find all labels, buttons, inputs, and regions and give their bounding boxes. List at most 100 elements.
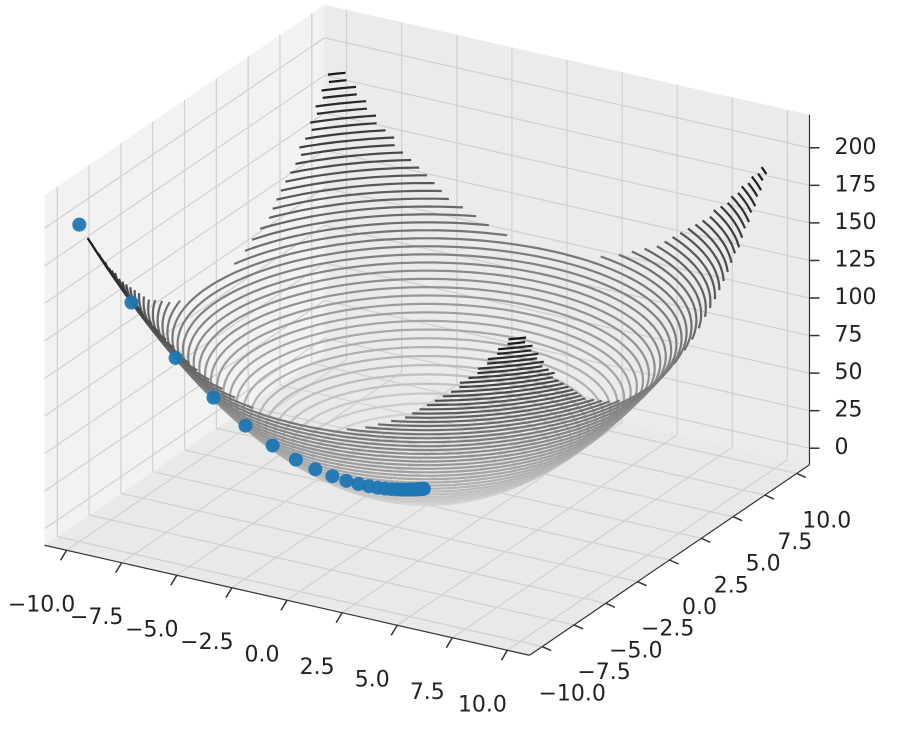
contour-line	[161, 221, 693, 432]
contour-line	[129, 166, 725, 402]
x-tick	[335, 612, 343, 624]
contour-line	[137, 182, 717, 411]
contour-line	[171, 237, 683, 440]
contour-line	[228, 319, 626, 477]
grid-line	[44, 112, 325, 304]
contour-line	[90, 79, 764, 346]
axis-line	[529, 464, 810, 656]
scatter-point	[339, 473, 354, 488]
z-tick-label: 100	[834, 285, 876, 310]
contour-line	[198, 277, 656, 459]
contour-line	[222, 311, 632, 474]
contour-line	[235, 328, 619, 481]
x-tick-label: −10.0	[8, 592, 75, 617]
grid-line	[44, 300, 325, 492]
z-tick-label: 175	[834, 172, 876, 197]
contour-line	[215, 302, 639, 470]
scatter-point	[351, 476, 366, 491]
grid-line	[324, 74, 810, 186]
y-tick-label: −5.0	[609, 638, 662, 663]
contour-line	[133, 174, 721, 407]
y-tick-label: 7.5	[777, 530, 812, 555]
grid-line	[44, 37, 325, 229]
y-tick-label: 5.0	[746, 552, 781, 577]
contour-line	[181, 253, 673, 448]
grid-line	[57, 536, 543, 648]
x-tick-label: 0.0	[245, 642, 280, 667]
x-tick-label: 7.5	[410, 680, 445, 705]
x-tick-label: −7.5	[70, 605, 123, 630]
grid-line	[120, 492, 606, 604]
y-tick	[796, 472, 807, 479]
y-tick	[732, 516, 743, 522]
y-tick-label: −10.0	[538, 682, 605, 707]
y-tick-label: 0.0	[682, 595, 717, 620]
contour-line	[107, 122, 747, 375]
contour-line	[176, 245, 678, 444]
y-tick-label: −2.5	[641, 617, 694, 642]
contour-line	[242, 337, 612, 484]
grid-line	[152, 471, 638, 583]
x-tick	[59, 549, 68, 561]
grid-line	[44, 149, 325, 342]
z-tick-label: 150	[834, 210, 876, 235]
grid-line	[324, 262, 810, 374]
grid-line	[44, 337, 325, 530]
x-tick	[280, 599, 288, 611]
scatter-point	[416, 481, 431, 496]
y-tick	[764, 494, 775, 500]
y-tick	[541, 645, 552, 652]
grid-line	[216, 427, 702, 539]
x-tick	[225, 587, 233, 599]
x-tick-label: −2.5	[180, 630, 233, 655]
x-tick-label: 5.0	[355, 667, 390, 692]
contour-line	[103, 114, 751, 370]
y-tick	[700, 537, 711, 544]
contour-line	[117, 144, 737, 389]
contour-line	[113, 136, 741, 384]
x-tick-label: −5.0	[125, 617, 178, 642]
contour-line	[192, 269, 662, 455]
scatter-point	[206, 390, 221, 405]
scatter-point	[124, 295, 139, 310]
grid-line	[44, 74, 325, 267]
x-tick	[170, 574, 178, 586]
contour-line	[151, 205, 703, 423]
contour-line	[110, 129, 744, 380]
grid-line	[279, 384, 766, 496]
contour-line	[281, 382, 573, 499]
x-tick	[500, 649, 509, 661]
contour-line	[142, 189, 712, 415]
axis-line	[44, 544, 530, 656]
contour-line	[187, 261, 667, 452]
grid-line	[88, 514, 575, 626]
scatter-point	[308, 462, 323, 477]
contour-line	[101, 107, 753, 365]
x-tick-label: 10.0	[458, 692, 507, 717]
y-tick	[669, 559, 679, 565]
contour-line	[209, 294, 645, 467]
y-tick-label: −7.5	[577, 660, 630, 685]
y-tick-label: 10.0	[802, 508, 851, 533]
scatter-point	[265, 438, 280, 453]
contour-line	[95, 93, 759, 355]
scatter-point	[72, 217, 87, 232]
y-tick	[637, 580, 647, 587]
z-tick-label: 125	[834, 247, 876, 272]
x-tick-label: 2.5	[300, 655, 335, 680]
z-tick-label: 200	[834, 135, 876, 160]
contour-line	[312, 412, 542, 505]
grid-line	[324, 300, 810, 412]
z-tick-label: 25	[834, 398, 862, 423]
scatter-point	[168, 350, 183, 365]
scatter-point	[288, 452, 303, 467]
scatter-point	[238, 418, 253, 433]
grid-line	[324, 37, 810, 149]
x-tick	[390, 624, 398, 636]
scatter-point	[325, 469, 340, 484]
contour-line	[147, 197, 707, 419]
contour-line	[121, 151, 733, 393]
y-tick-label: 2.5	[714, 573, 749, 598]
x-tick	[115, 562, 123, 574]
